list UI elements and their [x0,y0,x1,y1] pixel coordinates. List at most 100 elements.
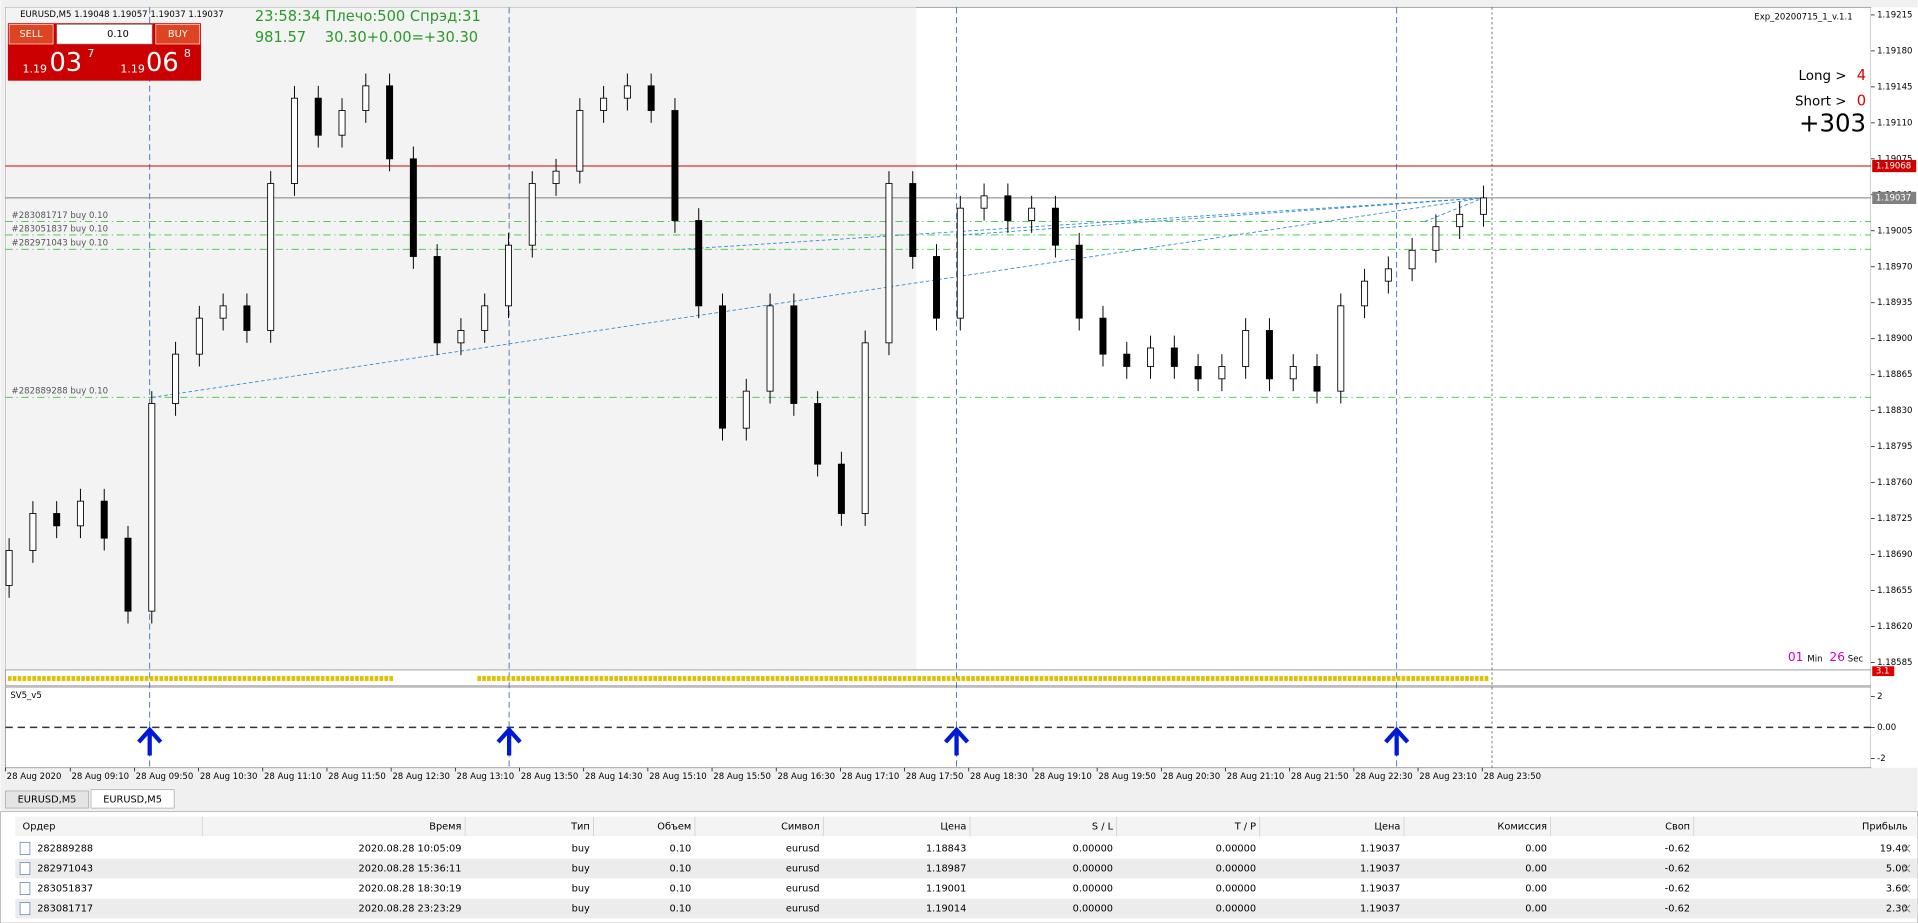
buy-label: BUY [168,29,188,40]
strip-cell [1323,676,1327,681]
total-points: +303 [1799,109,1866,138]
strip-cell [1225,676,1230,681]
strip-cell [1093,676,1098,681]
bid-small: 7 [87,47,94,60]
tab[interactable] [5,790,89,809]
table-cell: 0.00000 [1216,884,1256,895]
sub-window-name: SV5_v5 [10,691,41,701]
x-tick-label: 28 Aug 09:10 [71,772,129,782]
strip-cell [1401,676,1406,681]
strip-cell [672,676,677,681]
strip-cell [594,676,599,681]
strip-cell [159,676,164,681]
strip-cell [736,676,741,681]
strip-cell [839,676,843,681]
strip-cell [692,676,697,681]
sell-button[interactable] [8,24,54,45]
lot-input[interactable] [56,24,153,45]
strip-cell [491,676,496,681]
strip-cell [848,676,853,681]
strip-cell [1025,676,1029,681]
candle-body [790,305,798,404]
candle-body [1004,195,1012,221]
x-tick-label: 28 Aug 15:10 [649,772,707,782]
candle-body [1123,353,1131,367]
strip-cell [580,676,584,681]
strip-cell [154,676,159,681]
strip-cell [941,676,946,681]
table-cell: 0.00 [1525,884,1547,895]
strip-cell [56,676,61,681]
tab[interactable] [90,789,175,809]
strip-cell [1054,676,1059,681]
candle-body [695,220,703,307]
candle-body [314,97,322,136]
strip-cell [208,676,213,681]
strip-cell [540,676,545,681]
strip-cell [276,676,281,681]
table-cell: 19.40 [1880,843,1908,854]
strip-cell [751,676,755,681]
y-tick-label: 1.18795 [1877,442,1912,452]
strip-cell [105,676,110,681]
table-cell: 1.19014 [926,904,966,915]
x-tick-label: 28 Aug 23:10 [1419,772,1477,782]
strip-cell [1181,676,1186,681]
y-tick-label: 1.19180 [1877,46,1912,56]
strip-cell [531,676,535,681]
strip-cell [819,676,824,681]
x-tick-label: 28 Aug 18:30 [970,772,1028,782]
price-tag [1872,191,1917,205]
strip-cell [1279,676,1283,681]
candle-body [933,256,941,319]
order-connector [1424,197,1484,222]
candle-body [386,85,394,160]
price-tag [1872,159,1917,173]
strip-cell [330,676,335,681]
strip-cell [990,676,995,681]
strip-cell [81,676,85,681]
buy-button[interactable] [155,24,201,45]
strip-cell [897,676,902,681]
price-tag-label: 1.19037 [1876,193,1911,203]
order-label: #283051837 buy 0.10 [12,224,108,234]
candle-body [1099,317,1107,355]
strip-cell [1421,676,1425,681]
candle-body [1218,366,1226,380]
strip-cell [1201,676,1205,681]
strip-cell [956,676,961,681]
strip-cell [614,676,618,681]
strip-cell [873,676,878,681]
candle-body [243,305,251,331]
x-tick-label: 28 Aug 11:10 [264,772,322,782]
candle-body [956,207,964,319]
signal-arrow [943,726,970,756]
candle-body [1313,366,1321,392]
strip-cell [1337,676,1342,681]
strip-cell [907,676,912,681]
table-cell: 1.19037 [1360,884,1400,895]
strip-cell [834,676,838,681]
strip-cell [746,676,750,681]
strip-cell [7,676,12,681]
strip-cell [1367,676,1371,681]
strip-cell [252,676,257,681]
table-cell: 0.10 [670,863,692,874]
candle-body [29,513,37,551]
price-tag-label: 1.19068 [1876,162,1911,172]
table-cell: 1.19037 [1360,863,1400,874]
strip-cell [247,676,252,681]
x-tick-label: 28 Aug 12:30 [392,772,450,782]
long-label: Long > [1798,69,1846,84]
y-tick-label: 1.18935 [1877,298,1912,308]
strip-cell [12,676,17,681]
strip-cell [981,676,985,681]
strip-cell [1303,676,1308,681]
strip-cell [760,676,765,681]
candle-body [457,330,465,344]
strip-cell [1196,676,1200,681]
x-tick-label: 28 Aug 19:10 [1034,772,1092,782]
x-tick-label: 28 Aug 19:50 [1098,772,1156,782]
order-icon [19,861,31,875]
order-connector [962,197,1484,236]
